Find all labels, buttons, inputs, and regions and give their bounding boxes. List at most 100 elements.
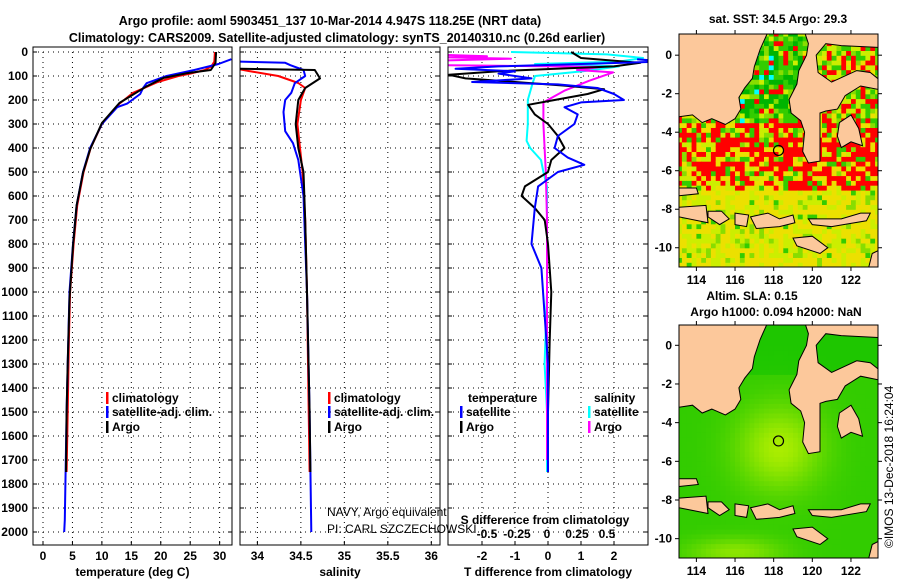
map-cell bbox=[735, 413, 741, 419]
map-cell bbox=[875, 180, 878, 186]
map-cell bbox=[744, 538, 751, 545]
map-cell bbox=[754, 432, 760, 438]
map-cell bbox=[768, 199, 775, 205]
map-cell bbox=[681, 490, 688, 496]
map-cell bbox=[759, 408, 765, 414]
sst-map-title: sat. SST: 34.5 Argo: 29.3 bbox=[709, 12, 848, 26]
map-cell bbox=[773, 408, 780, 414]
map-cell bbox=[778, 553, 784, 558]
map-cell bbox=[865, 398, 871, 404]
map-cell bbox=[841, 500, 847, 506]
map-cell bbox=[846, 190, 852, 196]
map-cell bbox=[739, 146, 746, 152]
map-cell bbox=[860, 209, 866, 215]
map-cell bbox=[826, 456, 833, 462]
map-cell bbox=[822, 475, 828, 482]
map-cell bbox=[754, 113, 760, 119]
map-cell bbox=[730, 156, 736, 162]
map-cell bbox=[706, 185, 712, 191]
map-cell bbox=[679, 446, 683, 453]
map-cell bbox=[778, 233, 784, 239]
depth-tick-label: 600 bbox=[8, 189, 28, 203]
map-cell bbox=[831, 127, 837, 133]
map-cell bbox=[822, 233, 828, 239]
map-cell bbox=[749, 161, 755, 167]
map-cell bbox=[826, 156, 833, 162]
map-cell bbox=[860, 393, 866, 399]
map-cell bbox=[831, 214, 837, 220]
map-cell bbox=[836, 359, 842, 366]
map-cell bbox=[865, 252, 871, 258]
map-cell bbox=[793, 355, 799, 361]
map-cell bbox=[826, 504, 833, 511]
map-cell bbox=[744, 117, 751, 124]
legend-label: Argo bbox=[112, 420, 140, 434]
map-cell bbox=[754, 364, 760, 370]
map-cell bbox=[730, 122, 736, 128]
lat-tick-label: -2 bbox=[661, 377, 672, 391]
map-cell bbox=[739, 185, 746, 191]
map-cell bbox=[696, 194, 702, 201]
map-cell bbox=[681, 223, 688, 230]
map-cell bbox=[778, 340, 784, 346]
map-cell bbox=[875, 524, 878, 530]
map-cell bbox=[730, 209, 736, 215]
map-cell bbox=[865, 257, 871, 263]
map-cell bbox=[846, 538, 852, 545]
map-cell bbox=[706, 529, 712, 535]
map-cell bbox=[793, 475, 799, 482]
map-cell bbox=[851, 267, 856, 272]
map-cell bbox=[696, 190, 702, 196]
argo-position-marker bbox=[772, 435, 785, 447]
map-cell bbox=[807, 495, 813, 501]
map-cell bbox=[875, 480, 878, 487]
map-cell bbox=[831, 137, 837, 143]
map-cell bbox=[759, 466, 765, 472]
map-cell bbox=[846, 93, 852, 100]
map-cell bbox=[875, 132, 878, 138]
map-cell bbox=[846, 262, 852, 267]
map-cell bbox=[754, 88, 760, 95]
map-cell bbox=[860, 432, 866, 438]
map-cell bbox=[773, 543, 780, 549]
map-cell bbox=[764, 209, 770, 215]
map-cell bbox=[710, 524, 717, 530]
map-cell bbox=[797, 524, 804, 530]
map-cell bbox=[817, 214, 823, 220]
map-cell bbox=[773, 161, 780, 167]
map-cell bbox=[836, 350, 842, 356]
map-cell bbox=[706, 204, 712, 210]
map-cell bbox=[802, 548, 809, 554]
map-cell bbox=[860, 170, 866, 177]
map-cell bbox=[764, 165, 770, 172]
map-cell bbox=[687, 558, 692, 563]
depth-tick-label: 1600 bbox=[1, 429, 28, 443]
map-cell bbox=[788, 74, 794, 80]
map-cell bbox=[841, 228, 847, 234]
map-cell bbox=[679, 180, 683, 186]
map-cell bbox=[793, 79, 799, 85]
map-cell bbox=[841, 335, 847, 341]
map-cell bbox=[793, 427, 799, 433]
map-cell bbox=[686, 519, 693, 525]
panel-frame bbox=[447, 46, 649, 546]
map-cell bbox=[826, 553, 833, 558]
map-cell bbox=[720, 500, 726, 506]
map-cell bbox=[822, 60, 828, 66]
map-cell bbox=[822, 122, 828, 128]
map-cell bbox=[720, 141, 726, 148]
map-cell bbox=[754, 151, 760, 157]
map-cell bbox=[715, 417, 722, 424]
map-cell bbox=[870, 524, 876, 530]
map-cell bbox=[812, 471, 818, 477]
map-cell bbox=[797, 50, 804, 56]
map-cell bbox=[720, 137, 726, 143]
map-cell bbox=[870, 495, 876, 501]
map-cell bbox=[773, 398, 780, 404]
map-cell bbox=[817, 194, 823, 201]
map-cell bbox=[778, 194, 784, 201]
map-cell bbox=[754, 393, 760, 399]
map-cell bbox=[865, 108, 871, 114]
map-cell bbox=[768, 437, 775, 443]
map-cell bbox=[754, 64, 760, 71]
